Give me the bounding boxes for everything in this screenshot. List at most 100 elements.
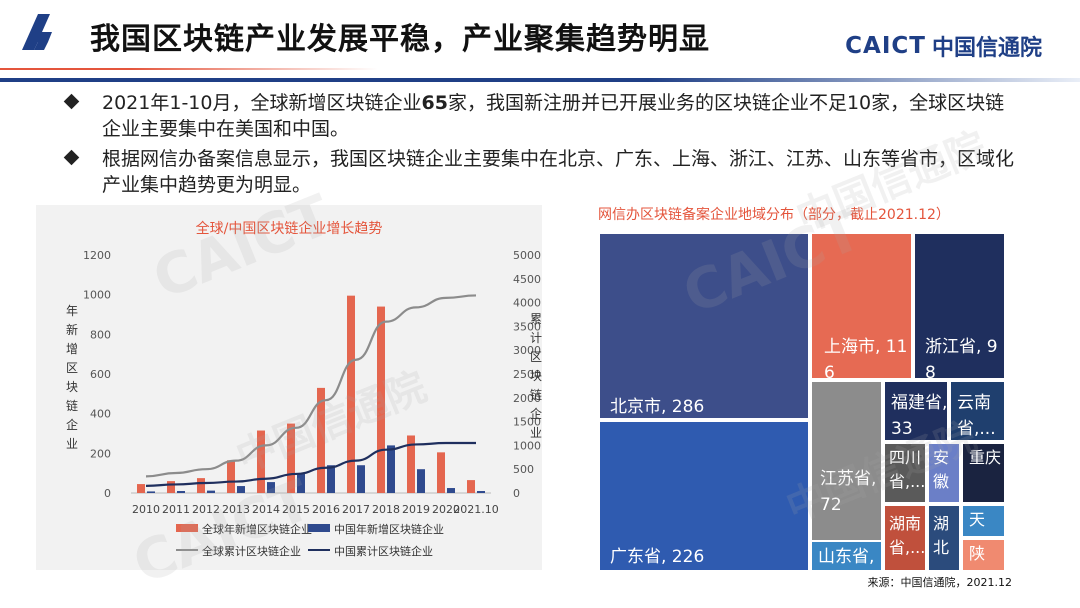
bar-china [177, 491, 185, 493]
x-tick-label: 2018 [372, 503, 400, 516]
y-left-axis-label-char: 链 [66, 398, 78, 413]
bar-global [467, 480, 475, 493]
page-title: 我国区块链产业发展平稳，产业聚集趋势明显 [90, 22, 710, 57]
y-right-axis-label-char: 业 [530, 426, 542, 440]
bar-china [357, 465, 365, 493]
y-right-tick-label: 2000 [513, 392, 541, 405]
bullet-item: 2021年1-10月，全球新增区块链企业65家，我国新注册并已开展业务的区块链企… [62, 90, 1022, 142]
y-left-tick-label: 600 [90, 368, 111, 381]
treemap-cell: 重庆 [961, 442, 1006, 504]
treemap-cell: 福建省, 33 [883, 380, 949, 442]
x-tick-label: 2020 [432, 503, 460, 516]
legend-swatch [176, 524, 198, 532]
diamond-bullet-icon [63, 149, 80, 166]
caict-logo-icon [22, 14, 52, 50]
treemap-cell-label: 天 [969, 510, 986, 529]
treemap-cell-label: 广东省, 226 [610, 547, 705, 567]
growth-chart: 全球/中国区块链企业增长趋势 0 200 400 600 800 1000 1200 0 500 1… [36, 205, 542, 570]
x-tick-label: 2010 [132, 503, 160, 516]
bar-china [417, 469, 425, 493]
y-right-tick-label: 5000 [513, 249, 541, 262]
bullet-item: 根据网信办备案信息显示，我国区块链企业主要集中在北京、广东、上海、浙江、江苏、山… [62, 146, 1022, 198]
brand-cn: 中国信通院 [931, 36, 1042, 61]
bullet-text: 2021年1-10月，全球新增区块链企业 [102, 92, 422, 114]
treemap-cell-label: 山东省, 35 [818, 547, 875, 567]
legend-label: 中国累计区块链企业 [334, 544, 433, 558]
treemap-cell: 北京市, 286 [598, 232, 810, 420]
bar-china [297, 473, 305, 493]
treemap-cell: 山东省, 35 [810, 540, 883, 572]
treemap-cell: 陕 [961, 538, 1006, 572]
x-tick-label: 2016 [312, 503, 340, 516]
treemap-cell-label: 北京市, 286 [610, 397, 705, 417]
treemap-cell-label: 四川省,... [889, 448, 926, 491]
y-left-axis-label-char: 业 [66, 437, 78, 451]
bullet-list: 2021年1-10月，全球新增区块链企业65家，我国新注册并已开展业务的区块链企… [62, 90, 1022, 202]
treemap-cell: 四川省,... [883, 442, 927, 504]
treemap-cell: 广东省, 226 [598, 420, 810, 572]
bar-global [347, 295, 355, 493]
chart-title: 全球/中国区块链企业增长趋势 [196, 220, 383, 237]
y-right-tick-label: 1000 [513, 439, 541, 452]
legend-label: 中国年新增区块链企业 [334, 522, 444, 536]
treemap-cell: 湖北 [927, 504, 961, 572]
y-left-tick-label: 800 [90, 328, 111, 341]
slide-header: 我国区块链产业发展平稳，产业聚集趋势明显 CAICT 中国信通院 [0, 0, 1080, 84]
bullet-text: 家，我国新注册并已开展业务的区块链企业不足10家，全球区块链企业主要集中在美国和… [102, 92, 1005, 140]
y-right-tick-label: 3000 [513, 344, 541, 357]
y-right-tick-label: 0 [513, 487, 520, 500]
line-global-cumulative [145, 294, 477, 478]
bar-global [437, 452, 445, 493]
treemap-cell: 云南省,... [949, 380, 1006, 442]
treemap-cell-label: 湖南省,... [889, 514, 926, 557]
y-right-axis-label-char: 链 [530, 387, 542, 402]
y-left-tick-label: 0 [104, 487, 111, 500]
header-accent-line [0, 68, 1080, 70]
y-left-axis-label-char: 区 [66, 361, 78, 375]
bar-china [237, 486, 245, 493]
treemap-cell-label: 云南省,... [957, 393, 996, 439]
x-tick-label: 2015 [282, 503, 310, 516]
bar-global [257, 430, 265, 493]
y-right-tick-label: 3500 [513, 320, 541, 333]
legend-label: 全球累计区块链企业 [202, 544, 301, 558]
bar-china [267, 482, 275, 493]
legend-swatch [308, 524, 330, 532]
treemap-cell-label: 上海市, 116 [824, 337, 908, 380]
y-right-axis-label-char: 区 [530, 350, 542, 364]
treemap-cell: 浙江省, 98 [913, 232, 1006, 380]
bar-china [207, 490, 215, 493]
bar-global [227, 460, 235, 493]
y-left-axis-label-char: 年 [66, 304, 78, 318]
treemap-cell: 天 [961, 504, 1006, 538]
bar-global [407, 435, 415, 493]
y-right-tick-label: 2500 [513, 368, 541, 381]
bar-global [137, 484, 145, 493]
y-right-tick-label: 1500 [513, 416, 541, 429]
treemap-cell: 安徽 [927, 442, 961, 504]
y-right-tick-label: 4500 [513, 273, 541, 286]
bullet-highlight: 65 [421, 92, 448, 114]
treemap-cell: 上海市, 116 [810, 232, 913, 380]
bar-china [477, 491, 485, 493]
x-tick-label: 2012 [192, 503, 220, 516]
x-tick-label: 2019 [402, 503, 430, 516]
bullet-text: 根据网信办备案信息显示，我国区块链企业主要集中在北京、广东、上海、浙江、江苏、山… [102, 148, 1015, 196]
y-left-axis-label-char: 增 [66, 342, 78, 356]
y-left-tick-label: 400 [90, 408, 111, 421]
y-left-tick-label: 200 [90, 447, 111, 460]
y-left-tick-label: 1200 [83, 249, 111, 262]
treemap-cell: 江苏省, 72 [810, 380, 883, 568]
x-tick-label: 2011 [162, 503, 190, 516]
y-left-axis-label-char: 块 [66, 380, 78, 394]
legend-label: 全球年新增区块链企业 [202, 522, 312, 536]
treemap-cell: 湖南省,... [883, 504, 927, 572]
y-right-tick-label: 500 [513, 463, 534, 476]
bar-china [147, 491, 155, 493]
y-left-axis-label-char: 新 [66, 322, 78, 337]
treemap-cell-label: 安徽 [933, 448, 950, 491]
x-tick-label: 2013 [222, 503, 250, 516]
y-right-axis-label-char: 累 [530, 312, 542, 326]
y-left-tick-label: 1000 [83, 289, 111, 302]
x-tick-label: 2014 [252, 503, 280, 516]
